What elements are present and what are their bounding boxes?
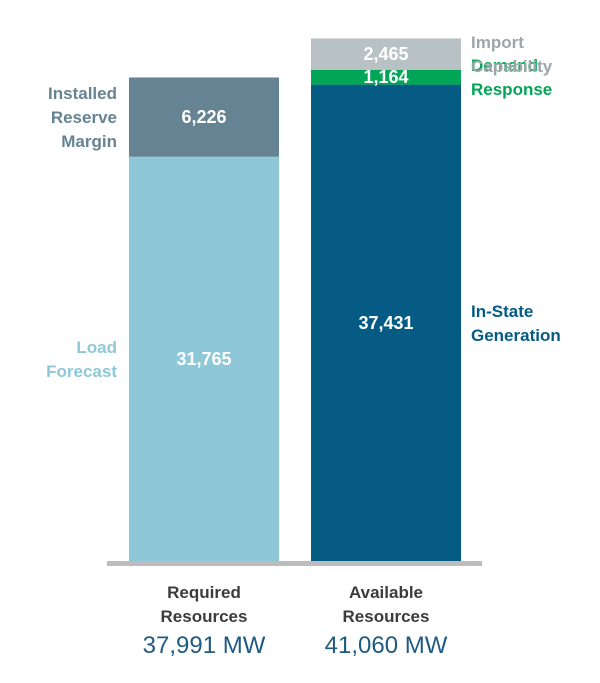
bar-segment xyxy=(311,69,461,85)
bar-segment xyxy=(311,84,461,561)
segment-value-label: 37,431 xyxy=(358,313,413,333)
bar-segment xyxy=(311,38,461,70)
category-label: Resources xyxy=(343,607,430,626)
segment-value-label: 6,226 xyxy=(181,107,226,127)
series-name-label: Installed Reserve Margin xyxy=(48,84,117,151)
category-total-label: 41,060 MW xyxy=(325,632,448,659)
category-label: Required xyxy=(167,583,241,602)
series-name-label: Load Forecast xyxy=(46,338,117,381)
category-label: Available xyxy=(349,583,423,602)
series-name-label: In-State Generation xyxy=(471,302,561,345)
baseline xyxy=(107,561,482,566)
segment-value-label: 31,765 xyxy=(176,349,231,369)
category-total-label: 37,991 MW xyxy=(143,632,266,659)
category-label: Resources xyxy=(161,607,248,626)
bar-segment xyxy=(129,156,279,561)
series-name-label: Demand Response xyxy=(471,56,552,99)
segment-value-label: 1,164 xyxy=(363,67,408,87)
segment-value-label: 2,465 xyxy=(363,44,408,64)
bar-segment xyxy=(129,77,279,157)
series-name-label: Import Capability xyxy=(471,33,553,76)
